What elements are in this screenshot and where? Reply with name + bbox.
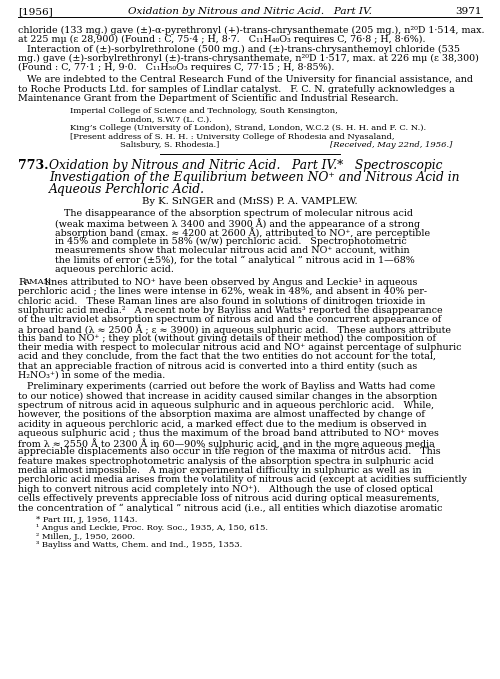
Text: however, the positions of the absorption maxima are almost unaffected by change : however, the positions of the absorption… — [18, 410, 425, 419]
Text: spectrum of nitrous acid in aqueous sulphuric and in aqueous perchloric acid.   : spectrum of nitrous acid in aqueous sulp… — [18, 401, 434, 410]
Text: (Found : C, 77·1 ; H, 9·0.   C₁₁H₅₀O₃ requires C, 77·15 ; H, 8·85%).: (Found : C, 77·1 ; H, 9·0. C₁₁H₅₀O₃ requ… — [18, 63, 334, 73]
Text: By K. SɪNGЕR and (MɪSS) P. A. VAMPLЕW.: By K. SɪNGЕR and (MɪSS) P. A. VAMPLЕW. — [142, 197, 358, 206]
Text: of the ultraviolet absorption spectrum of nitrous acid and the concurrent appear: of the ultraviolet absorption spectrum o… — [18, 315, 442, 324]
Text: media almost impossible.   A major experimental difficulty in sulphuric as well : media almost impossible. A major experim… — [18, 466, 421, 475]
Text: Interaction of (±)-sorbylrethrolone (500 mg.) and (±)-trans-chrysanthemoyl chlor: Interaction of (±)-sorbylrethrolone (500… — [18, 45, 460, 54]
Text: [1956]: [1956] — [18, 7, 53, 16]
Text: We are indebted to the Central Research Fund of the University for financial ass: We are indebted to the Central Research … — [18, 75, 473, 84]
Text: [Present address of S. H. H. : University College of Rhodesia and Nyasaland,: [Present address of S. H. H. : Universit… — [70, 133, 394, 141]
Text: aqueous perchloric acid.: aqueous perchloric acid. — [55, 265, 174, 274]
Text: sulphuric acid media.²   A recent note by Bayliss and Watts³ reported the disapp: sulphuric acid media.² A recent note by … — [18, 306, 442, 315]
Text: acidity in aqueous perchloric acid, a marked effect due to the medium is observe: acidity in aqueous perchloric acid, a ma… — [18, 420, 426, 428]
Text: that an appreciable fraction of nitrous acid is converted into a third entity (s: that an appreciable fraction of nitrous … — [18, 362, 417, 371]
Text: 3971: 3971 — [456, 7, 482, 16]
Text: ¹ Angus and Leckie, Proc. Roy. Soc., 1935, A, 150, 615.: ¹ Angus and Leckie, Proc. Roy. Soc., 193… — [36, 524, 268, 532]
Text: ² Millen, J., 1950, 2600.: ² Millen, J., 1950, 2600. — [36, 532, 135, 540]
Text: cells effectively prevents appreciable loss of nitrous acid during optical measu: cells effectively prevents appreciable l… — [18, 494, 440, 503]
Text: at 225 mμ (ε 28,900) (Found : C, 75·4 ; H, 8·7.   C₁₁H₄₀O₃ requires C, 76·8 ; H,: at 225 mμ (ε 28,900) (Found : C, 75·4 ; … — [18, 35, 426, 44]
Text: Imperial College of Science and Technology, South Kensington,: Imperial College of Science and Technolo… — [70, 107, 338, 115]
Text: the limits of error (±5%), for the total “ analytical ” nitrous acid in 1—68%: the limits of error (±5%), for the total… — [55, 255, 415, 265]
Text: chloric acid.   These Raman lines are also found in solutions of dinitrogen trio: chloric acid. These Raman lines are also… — [18, 297, 426, 306]
Text: the concentration of “ analytical ” nitrous acid (i.e., all entities which diazo: the concentration of “ analytical ” nitr… — [18, 503, 442, 513]
Text: Investigation of the Equilibrium between NO⁺ and Nitrous Acid in: Investigation of the Equilibrium between… — [49, 171, 460, 184]
Text: lines attributed to NO⁺ have been observed by Angus and Leckie¹ in aqueous: lines attributed to NO⁺ have been observ… — [42, 278, 418, 287]
Text: R: R — [18, 278, 26, 287]
Text: Oxidation by Nitrous and Nitric Acid.   Part IV.: Oxidation by Nitrous and Nitric Acid. Pa… — [128, 7, 372, 16]
Text: 773.: 773. — [18, 159, 48, 172]
Text: mg.) gave (±)-sorbylrethronyl (±)-trans-chrysanthemate, n²⁰D 1·517, max. at 226 : mg.) gave (±)-sorbylrethronyl (±)-trans-… — [18, 54, 479, 63]
Text: a broad band (λ ≈ 2500 Å ; ε ≈ 3900) in aqueous sulphuric acid.   These authors : a broad band (λ ≈ 2500 Å ; ε ≈ 3900) in … — [18, 325, 451, 335]
Text: perchloric acid media arises from the volatility of nitrous acid (except at acid: perchloric acid media arises from the vo… — [18, 475, 467, 484]
Text: Oxidation by Nitrous and Nitric Acid.   Part IV.*   Spectroscopic: Oxidation by Nitrous and Nitric Acid. Pa… — [49, 159, 442, 172]
Text: (weak maxima between λ 3400 and 3900 Å) and the appearance of a strong: (weak maxima between λ 3400 and 3900 Å) … — [55, 218, 420, 229]
Text: to our notice) showed that increase in acidity caused similar changes in the abs: to our notice) showed that increase in a… — [18, 392, 437, 401]
Text: * Part III, J, 1956, 1143.: * Part III, J, 1956, 1143. — [36, 515, 138, 524]
Text: their media with respect to molecular nitrous acid and NO⁺ against percentage of: their media with respect to molecular ni… — [18, 343, 462, 352]
Text: perchloric acid ; the lines were intense in 62%, weak in 48%, and absent in 40% : perchloric acid ; the lines were intense… — [18, 287, 427, 296]
Text: to Roche Products Ltd. for samples of Lindlar catalyst.   F. C. N. gratefully ac: to Roche Products Ltd. for samples of Li… — [18, 85, 455, 94]
Text: The disappearance of the absorption spectrum of molecular nitrous acid: The disappearance of the absorption spec… — [55, 209, 413, 218]
Text: Aqueous Perchloric Acid.: Aqueous Perchloric Acid. — [49, 183, 205, 196]
Text: [Received, May 22nd, 1956.]: [Received, May 22nd, 1956.] — [330, 141, 452, 149]
Text: absorption band (εmax. ≈ 4200 at 2600 Å), attributed to NO⁺, are perceptible: absorption band (εmax. ≈ 4200 at 2600 Å)… — [55, 227, 430, 238]
Text: Maintenance Grant from the Department of Scientific and Industrial Research.: Maintenance Grant from the Department of… — [18, 94, 398, 103]
Text: Salisbury, S. Rhodesia.]: Salisbury, S. Rhodesia.] — [120, 141, 220, 149]
Text: Preliminary experiments (carried out before the work of Bayliss and Watts had co: Preliminary experiments (carried out bef… — [18, 382, 435, 391]
Text: London, S.W.7 (L. C.).: London, S.W.7 (L. C.). — [120, 116, 212, 124]
Text: this band to NO⁺ ; they plot (without giving details of their method) the compos: this band to NO⁺ ; they plot (without gi… — [18, 334, 436, 343]
Text: King’s College (University of London), Strand, London, W.C.2 (S. H. H. and F. C.: King’s College (University of London), S… — [70, 124, 426, 132]
Text: acid and they conclude, from the fact that the two entities do not account for t: acid and they conclude, from the fact th… — [18, 352, 436, 361]
Text: aqueous sulphuric acid ; thus the maximum of the broad band attributed to NO⁺ mo: aqueous sulphuric acid ; thus the maximu… — [18, 429, 439, 438]
Text: feature makes spectrophotometric analysis of the absorption spectra in sulphuric: feature makes spectrophotometric analysi… — [18, 457, 434, 466]
Text: appreciable displacements also occur in the region of the maxima of nitrous acid: appreciable displacements also occur in … — [18, 447, 440, 456]
Text: AMAN: AMAN — [24, 278, 52, 286]
Text: high to convert nitrous acid completely into NO⁺).   Although the use of closed : high to convert nitrous acid completely … — [18, 485, 433, 494]
Text: ³ Bayliss and Watts, Chem. and Ind., 1955, 1353.: ³ Bayliss and Watts, Chem. and Ind., 195… — [36, 541, 242, 549]
Text: chloride (133 mg.) gave (±)-α-pyrethronyl (+)-trans-chrysanthemate (205 mg.), n²: chloride (133 mg.) gave (±)-α-pyrethrony… — [18, 26, 484, 35]
Text: measurements show that molecular nitrous acid and NO⁺ account, within: measurements show that molecular nitrous… — [55, 246, 410, 255]
Text: H₂NO₃⁺) in some of the media.: H₂NO₃⁺) in some of the media. — [18, 371, 165, 380]
Text: in 45% and complete in 58% (w/w) perchloric acid.   Spectrophotometric: in 45% and complete in 58% (w/w) perchlo… — [55, 237, 407, 246]
Text: from λ ≈ 2550 Å to 2300 Å in 60—90% sulphuric acid, and in the more aqueous medi: from λ ≈ 2550 Å to 2300 Å in 60—90% sulp… — [18, 438, 435, 449]
